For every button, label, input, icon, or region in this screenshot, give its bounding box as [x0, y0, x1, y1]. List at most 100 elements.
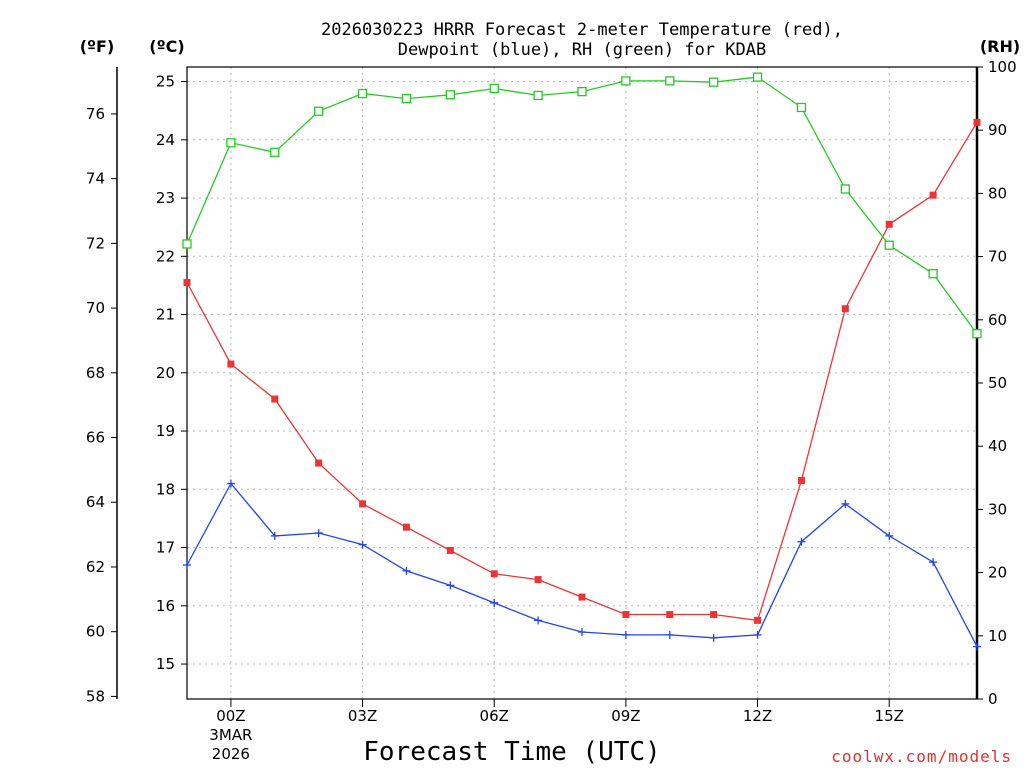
rh-data-point [357, 88, 368, 99]
rh-data-point [533, 90, 543, 101]
x-tick-label: 09Z [611, 707, 640, 725]
rh-data-point [445, 90, 455, 100]
rh-tick-label: 30 [988, 500, 1007, 518]
dewpoint-data-point [885, 531, 894, 540]
celsius-tick-label: 25 [156, 73, 175, 91]
fahrenheit-tick-label: 66 [86, 429, 105, 447]
dewpoint-data-point [270, 531, 279, 540]
dewpoint-series-line [186, 482, 978, 647]
rh-tick-label: 0 [988, 690, 998, 708]
temperature-data-point [578, 593, 586, 601]
dewpoint-data-point [709, 633, 718, 642]
rh-data-point [226, 138, 236, 148]
rh-data-point [182, 239, 192, 249]
rh-tick-label: 100 [988, 58, 1017, 76]
rh-tick-label: 70 [988, 248, 1007, 266]
rh-data-point [840, 184, 850, 194]
rh-unit-label: (RH) [980, 37, 1020, 56]
rh-data-point [884, 240, 894, 250]
celsius-tick-label: 23 [156, 189, 175, 207]
fahrenheit-tick-label: 64 [86, 493, 105, 511]
temperature-data-point [710, 611, 718, 619]
rh-data-point [665, 76, 675, 86]
rh-series-line [186, 76, 978, 335]
temperature-data-point [622, 611, 630, 619]
x-tick-label: 15Z [875, 707, 904, 725]
celsius-tick-label: 21 [156, 306, 175, 324]
rh-tick-label: 50 [988, 374, 1007, 392]
x-axis-label: Forecast Time (UTC) [363, 737, 660, 767]
dewpoint-data-point [490, 598, 499, 607]
celsius-tick-label: 22 [156, 247, 175, 265]
fahrenheit-tick-label: 74 [86, 170, 105, 188]
dewpoint-data-point [929, 558, 938, 567]
x-tick-year-label: 2026 [212, 745, 250, 763]
rh-data-point [314, 106, 324, 116]
temperature-data-point [885, 220, 893, 228]
dewpoint-data-point [973, 642, 981, 651]
fahrenheit-tick-label: 70 [86, 299, 105, 317]
dewpoint-data-point [797, 537, 806, 546]
x-tick-label: 03Z [348, 707, 377, 725]
fahrenheit-tick-label: 62 [86, 558, 105, 576]
temperature-data-point [534, 576, 542, 584]
chart-title-line2: Dewpoint (blue), RH (green) for KDAB [398, 40, 766, 60]
celsius-tick-label: 16 [156, 597, 175, 615]
dewpoint-data-point [183, 561, 191, 570]
celsius-tick-label: 24 [156, 131, 175, 149]
celsius-tick-label: 17 [156, 539, 175, 557]
rh-tick-label: 10 [988, 627, 1007, 645]
fahrenheit-tick-label: 68 [86, 364, 105, 382]
x-tick-label: 06Z [480, 707, 509, 725]
rh-data-point [270, 147, 280, 157]
temperature-series-line [186, 121, 978, 622]
dewpoint-data-point [753, 630, 762, 639]
rh-data-point [709, 77, 719, 87]
dewpoint-data-point [402, 566, 411, 575]
temperature-data-point [973, 118, 981, 126]
celsius-tick-label: 19 [156, 422, 175, 440]
celsius-tick-label: 20 [156, 364, 175, 382]
chart-title-line1: 2026030223 HRRR Forecast 2-meter Tempera… [321, 20, 843, 40]
credit-text: coolwx.com/models [831, 747, 1012, 766]
dewpoint-data-point [358, 540, 367, 549]
fahrenheit-unit-label: (ºF) [80, 37, 115, 56]
temperature-data-point [359, 500, 367, 508]
rh-data-point [621, 76, 631, 86]
dewpoint-data-point [534, 616, 543, 625]
rh-data-point [577, 86, 587, 97]
temperature-data-point [183, 279, 191, 287]
temperature-data-point [666, 611, 674, 619]
rh-data-point [489, 83, 499, 94]
dewpoint-data-point [841, 499, 850, 508]
rh-data-point [796, 102, 807, 113]
x-tick-label: 00Z [216, 707, 245, 725]
celsius-unit-label: (ºC) [149, 37, 184, 56]
temperature-data-point [227, 360, 235, 368]
fahrenheit-tick-label: 76 [86, 105, 105, 123]
rh-data-point [752, 72, 763, 82]
temperature-data-point [929, 191, 937, 199]
dewpoint-data-point [578, 628, 586, 637]
celsius-tick-label: 18 [156, 480, 175, 498]
dewpoint-data-point [665, 630, 674, 639]
rh-data-point [972, 329, 982, 339]
dewpoint-data-point [226, 479, 235, 488]
fahrenheit-tick-label: 58 [86, 687, 105, 705]
temperature-data-point [797, 477, 805, 485]
fahrenheit-tick-label: 72 [86, 234, 105, 252]
celsius-tick-label: 15 [156, 655, 175, 673]
x-tick-label: 12Z [743, 707, 772, 725]
fahrenheit-tick-label: 60 [86, 623, 105, 641]
temperature-data-point [490, 570, 498, 578]
dewpoint-data-point [621, 630, 630, 639]
rh-data-point [928, 269, 938, 279]
rh-tick-label: 90 [988, 121, 1007, 139]
dewpoint-data-point [314, 528, 323, 537]
dewpoint-data-point [446, 581, 455, 590]
rh-tick-label: 20 [988, 564, 1007, 582]
temperature-data-point [841, 305, 849, 313]
rh-tick-label: 60 [988, 311, 1007, 329]
temperature-data-point [315, 459, 323, 467]
